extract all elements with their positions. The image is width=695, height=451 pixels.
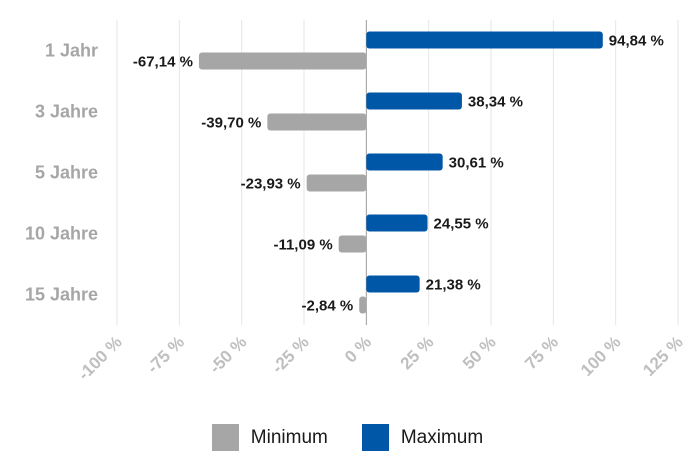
x-tick-label: -75 % xyxy=(143,332,188,377)
data-label-minimum: -2,84 % xyxy=(302,298,354,315)
bars xyxy=(198,31,603,314)
legend-item-maximum: Maximum xyxy=(361,424,484,451)
x-tick-label: 75 % xyxy=(521,332,562,373)
category-label: 1 Jahr xyxy=(45,41,98,61)
legend-label-maximum: Maximum xyxy=(400,426,484,448)
grid-lines xyxy=(116,20,679,325)
bar-chart: 94,84 % -67,14 % 38,34 % -39,70 % 30,61 % -23… xyxy=(25,20,687,384)
data-label-maximum: 21,38 % xyxy=(426,277,481,294)
legend-label-minimum: Minimum xyxy=(250,426,328,448)
bar-maximum xyxy=(366,31,603,49)
data-label-maximum: 38,34 % xyxy=(468,94,523,111)
x-tick-label: -100 % xyxy=(74,332,126,384)
x-tick-label: 50 % xyxy=(459,332,500,373)
legend: Minimum Maximum xyxy=(0,424,695,451)
data-label-minimum: -39,70 % xyxy=(201,115,261,132)
bar-maximum xyxy=(366,214,428,232)
bar-maximum xyxy=(366,153,443,171)
data-label-maximum: 24,55 % xyxy=(434,216,489,233)
data-label-maximum: 94,84 % xyxy=(609,33,664,50)
bar-minimum xyxy=(306,174,367,192)
data-label-minimum: -67,14 % xyxy=(133,54,193,71)
x-tick-label: -50 % xyxy=(206,332,251,377)
category-label: 5 Jahre xyxy=(35,163,98,183)
x-tick-labels: -100 % -75 % -50 % -25 % 0 % 25 % 50 % 75 % 100 … xyxy=(74,332,687,384)
bar-minimum xyxy=(267,113,367,131)
data-label-minimum: -23,93 % xyxy=(241,176,301,193)
data-labels: 94,84 % -67,14 % 38,34 % -39,70 % 30,61 % -23… xyxy=(133,33,664,315)
x-tick-label: 25 % xyxy=(397,332,438,373)
bar-maximum xyxy=(366,275,420,293)
bar-minimum xyxy=(198,52,367,70)
x-tick-label: 0 % xyxy=(341,332,375,366)
category-labels: 1 Jahr 3 Jahre 5 Jahre 10 Jahre 15 Jahre xyxy=(25,41,98,305)
legend-swatch-maximum xyxy=(361,424,389,451)
legend-swatch-minimum xyxy=(211,424,239,451)
x-tick-label: -25 % xyxy=(268,332,313,377)
bar-minimum xyxy=(338,235,367,253)
data-label-maximum: 30,61 % xyxy=(449,155,504,172)
legend-item-minimum: Minimum xyxy=(211,424,328,451)
bar-minimum xyxy=(359,296,367,314)
category-label: 15 Jahre xyxy=(25,285,98,305)
data-label-minimum: -11,09 % xyxy=(273,237,332,254)
category-label: 3 Jahre xyxy=(35,102,98,122)
x-tick-label: 100 % xyxy=(577,332,625,380)
category-label: 10 Jahre xyxy=(25,224,98,244)
bar-maximum xyxy=(366,92,462,110)
x-tick-label: 125 % xyxy=(639,332,687,380)
